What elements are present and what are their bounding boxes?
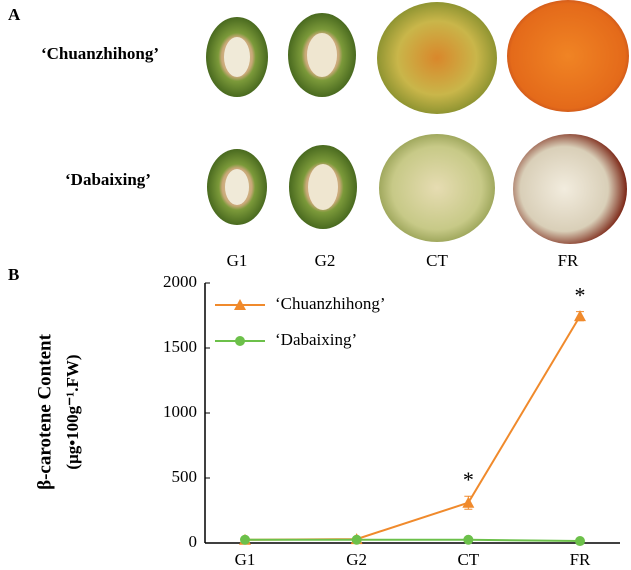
marker bbox=[463, 534, 474, 545]
legend-label: ‘Dabaixing’ bbox=[275, 330, 357, 349]
stage-label: CT bbox=[426, 251, 448, 270]
marker bbox=[234, 299, 246, 310]
stage-label: FR bbox=[558, 251, 579, 270]
y-tick-label: 1500 bbox=[163, 337, 197, 356]
marker bbox=[574, 310, 586, 322]
y-tick-label: 1000 bbox=[163, 402, 197, 421]
x-tick-label: G2 bbox=[346, 550, 367, 569]
x-tick-label: FR bbox=[570, 550, 591, 569]
panel-label: B bbox=[8, 265, 19, 284]
y-tick-label: 0 bbox=[189, 532, 198, 551]
legend-label: ‘Chuanzhihong’ bbox=[275, 294, 385, 313]
stage-label: G2 bbox=[315, 251, 336, 270]
marker bbox=[351, 534, 362, 545]
annotation: * bbox=[463, 467, 474, 492]
marker bbox=[575, 536, 585, 547]
y-axis-title: β-carotene Content bbox=[34, 333, 55, 489]
x-tick-label: G1 bbox=[235, 550, 256, 569]
marker bbox=[462, 496, 475, 508]
x-tick-label: CT bbox=[457, 550, 479, 569]
annotation: * bbox=[575, 283, 586, 308]
stage-label: G1 bbox=[227, 251, 248, 270]
marker bbox=[235, 336, 245, 346]
line bbox=[245, 538, 581, 543]
marker bbox=[240, 534, 250, 545]
line bbox=[244, 315, 581, 541]
cultivar-label: ‘Dabaixing’ bbox=[65, 170, 151, 189]
y-tick-label: 2000 bbox=[163, 272, 197, 291]
panel-label: A bbox=[8, 5, 21, 24]
y-tick-label: 500 bbox=[172, 467, 198, 486]
y-axis-title: (μg•100g⁻¹.FW) bbox=[63, 354, 82, 469]
fruit-photos bbox=[206, 0, 629, 244]
cultivar-label: ‘Chuanzhihong’ bbox=[41, 44, 159, 63]
